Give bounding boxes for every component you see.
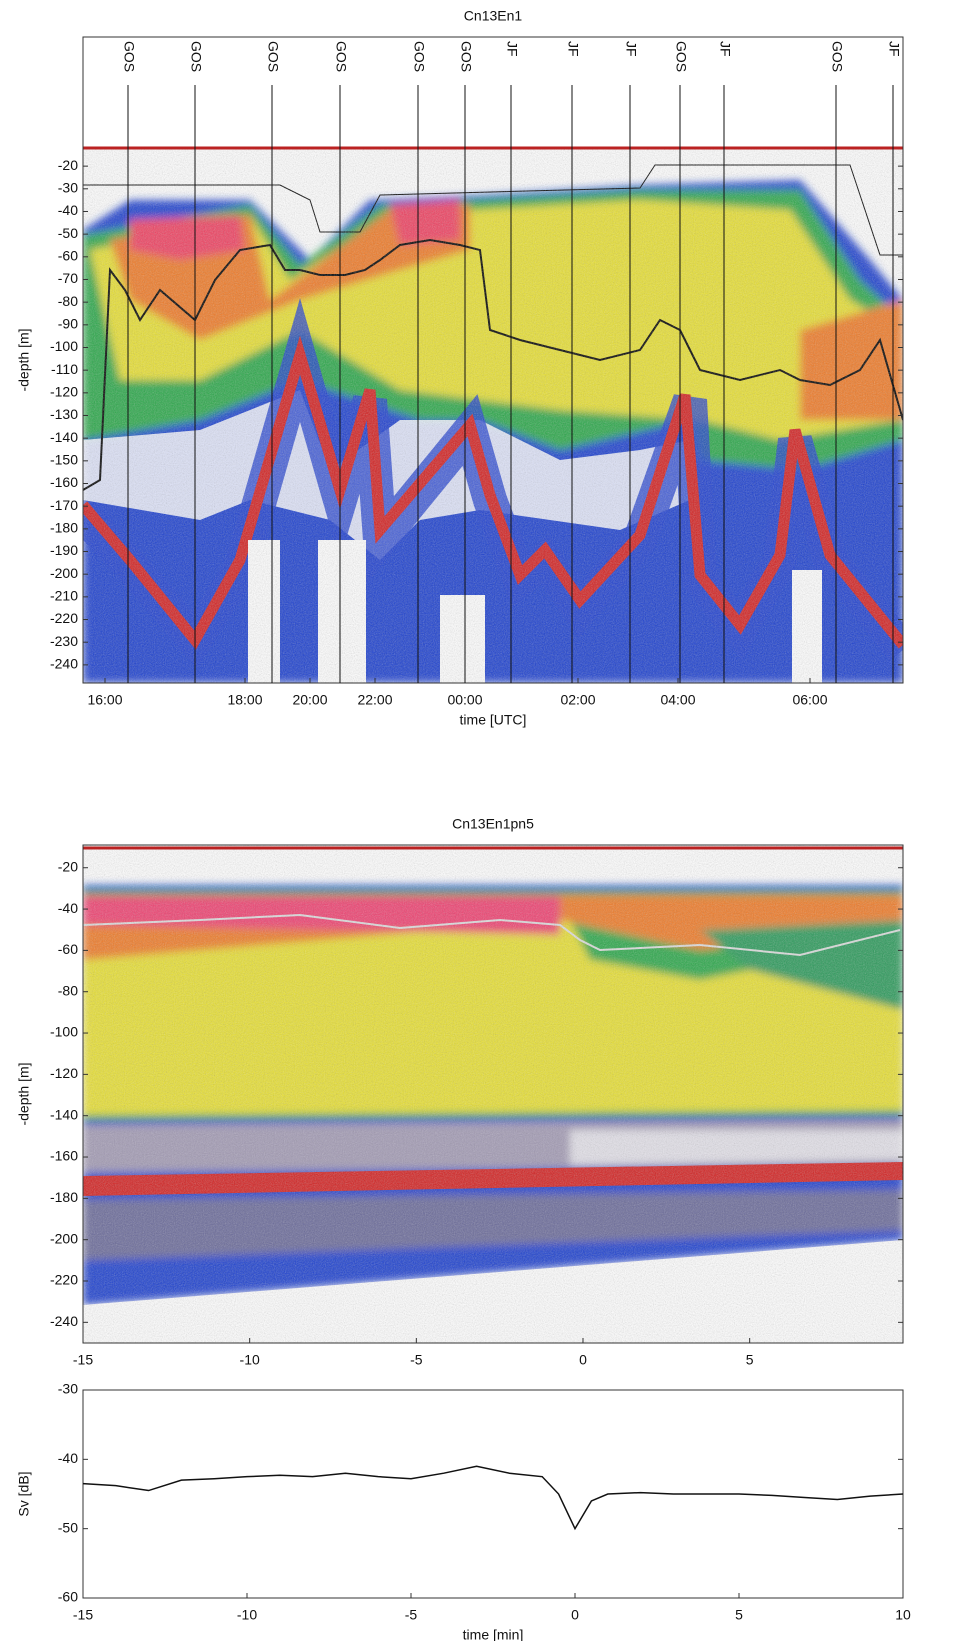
y-tick-label: -150 [50,452,78,468]
x-tick-label: 0 [579,1352,587,1368]
y-tick-label: -220 [50,1272,78,1288]
event-label: GOS [333,41,349,72]
y-tick-label: -240 [50,1313,78,1329]
y-tick-label: -60 [58,941,78,957]
x-tick-label: 00:00 [447,692,482,708]
y-tick-label: -40 [58,1450,78,1466]
x-axis-label: time [UTC] [460,712,527,728]
y-tick-label: -160 [50,1148,78,1164]
y-tick-label: -20 [58,858,78,874]
event-label: GOS [121,41,137,72]
x-tick-label: -15 [73,1607,93,1623]
y-axis-label: -depth [m] [16,1062,32,1125]
y-tick-label: -200 [50,1230,78,1246]
y-axis-label: Sv [dB] [16,1471,32,1516]
y-tick-label: -240 [50,656,78,672]
y-tick-label: -120 [50,384,78,400]
chart-title: Cn13En1pn5 [452,816,534,832]
x-tick-label: 5 [746,1352,754,1368]
y-tick-label: -90 [58,316,78,332]
y-tick-label: -110 [51,361,78,377]
y-tick-label: -200 [50,565,78,581]
y-tick-label: -30 [58,1381,78,1397]
x-tick-label: 06:00 [792,692,827,708]
y-tick-label: -170 [50,497,78,513]
y-tick-label: -220 [50,610,78,626]
x-tick-label: 16:00 [87,692,122,708]
y-tick-label: -130 [50,406,78,422]
y-tick-label: -100 [50,1024,78,1040]
chart-title: Cn13En1 [464,8,523,24]
x-tick-label: 02:00 [560,692,595,708]
y-tick-label: -160 [50,474,78,490]
x-axis-label: time [min] [463,1627,524,1641]
plot-frame [82,844,904,1344]
event-label: JF [886,41,902,57]
y-tick-label: -20 [58,157,78,173]
y-tick-label: -40 [58,900,78,916]
x-tick-label: 20:00 [292,692,327,708]
y-tick-label: -80 [58,293,78,309]
event-label: GOS [458,41,474,72]
x-tick-label: 04:00 [660,692,695,708]
y-tick-label: -30 [58,180,78,196]
event-label: JF [717,41,733,57]
y-tick-label: -50 [58,1519,78,1535]
event-label: JF [565,41,581,57]
event-label: JF [504,41,520,57]
y-tick-label: -180 [50,520,78,536]
echogram-image [83,845,903,1343]
event-label: GOS [265,41,281,72]
sv-line [82,1465,904,1531]
x-tick-label: 0 [571,1607,579,1623]
y-tick-label: -190 [50,542,78,558]
y-tick-label: -40 [58,202,78,218]
x-tick-label: -10 [240,1352,260,1368]
x-tick-label: 5 [735,1607,743,1623]
y-tick-label: -140 [50,429,78,445]
x-tick-label: -5 [410,1352,423,1368]
y-tick-label: -60 [58,248,78,264]
event-label: GOS [673,41,689,72]
y-tick-label: -230 [50,633,78,649]
echogram-image [83,148,903,683]
event-label: GOS [188,41,204,72]
y-tick-label: -70 [58,270,78,286]
y-tick-label: -50 [58,225,78,241]
x-tick-label: 18:00 [227,692,262,708]
y-tick-label: -80 [58,982,78,998]
x-tick-label: -5 [405,1607,418,1623]
y-axis-label: -depth [m] [16,328,32,391]
y-tick-label: -180 [50,1189,78,1205]
event-label: JF [623,41,639,57]
event-label: GOS [829,41,845,72]
event-label: GOS [411,41,427,72]
x-tick-label: 22:00 [357,692,392,708]
y-tick-label: -120 [50,1065,78,1081]
y-tick-label: -140 [50,1106,78,1122]
x-tick-label: -15 [73,1352,93,1368]
y-tick-label: -100 [50,338,78,354]
x-tick-label: 10 [895,1607,911,1623]
plot-frame [82,1389,904,1599]
plot-frame [82,36,904,684]
x-tick-label: -10 [237,1607,257,1623]
y-tick-label: -210 [50,588,78,604]
y-tick-label: -60 [58,1589,78,1605]
